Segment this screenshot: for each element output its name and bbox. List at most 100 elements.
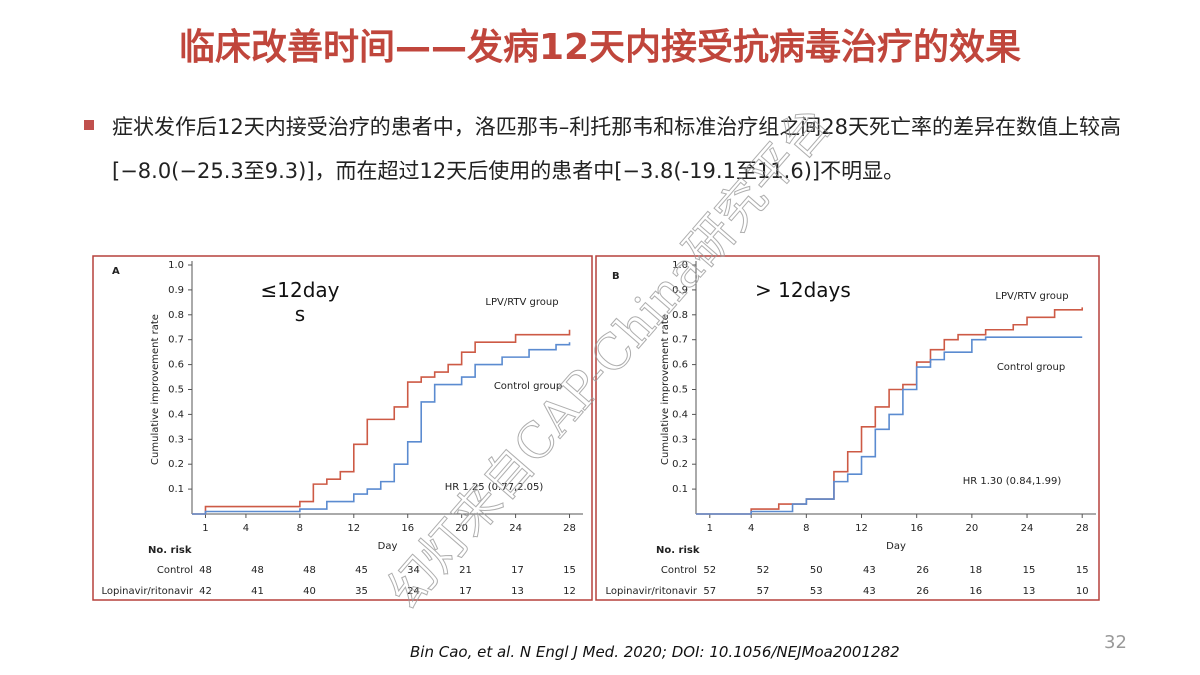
series-label: Control group: [997, 362, 1065, 373]
y-tick-label: 0.2: [672, 459, 688, 470]
x-tick-label: 24: [509, 523, 522, 534]
y-tick-label: 0.1: [168, 484, 184, 495]
risk-row-label: Lopinavir/ritonavir: [102, 586, 194, 597]
y-tick-label: 0.4: [672, 409, 688, 420]
risk-row-label: Control: [661, 565, 697, 576]
x-tick-label: 4: [243, 523, 249, 534]
x-tick-label: 1: [707, 523, 713, 534]
y-tick-label: 1.0: [672, 260, 688, 271]
annotation: > 12days: [755, 278, 851, 302]
risk-value: 41: [251, 586, 264, 597]
x-tick-label: 16: [401, 523, 414, 534]
y-tick-label: 0.7: [168, 335, 184, 346]
panel-label: B: [612, 271, 620, 282]
risk-value: 18: [969, 565, 982, 576]
y-tick-label: 0.3: [168, 434, 184, 445]
bullet-icon: [84, 120, 94, 130]
x-tick-label: 8: [297, 523, 303, 534]
step-line: [696, 336, 1083, 515]
step-line: [192, 329, 571, 515]
x-tick-label: 16: [910, 523, 923, 534]
x-tick-label: 20: [965, 523, 978, 534]
y-axis-label: Cumulative improvement rate: [150, 314, 161, 465]
risk-value: 50: [810, 565, 823, 576]
risk-value: 15: [1076, 565, 1089, 576]
y-tick-label: 0.8: [168, 310, 184, 321]
risk-value: 40: [303, 586, 316, 597]
risk-title: No. risk: [148, 545, 192, 556]
risk-value: 26: [916, 565, 929, 576]
risk-value: 15: [1023, 565, 1036, 576]
risk-value: 42: [199, 586, 212, 597]
x-tick-label: 1: [202, 523, 208, 534]
y-axis-label: Cumulative improvement rate: [660, 314, 671, 465]
annotation: ≤12days: [260, 278, 340, 326]
x-axis-label: Day: [886, 541, 906, 552]
risk-value: 48: [199, 565, 212, 576]
risk-value: 43: [863, 586, 876, 597]
risk-value: 12: [563, 586, 576, 597]
x-axis-label: Day: [378, 541, 398, 552]
risk-value: 48: [251, 565, 264, 576]
series-label: LPV/RTV group: [995, 291, 1068, 302]
risk-row-label: Lopinavir/ritonavir: [606, 586, 698, 597]
risk-value: 21: [459, 565, 472, 576]
x-tick-label: 28: [1076, 523, 1089, 534]
risk-title: No. risk: [656, 545, 700, 556]
bullet-text: 症状发作后12天内接受治疗的患者中，洛匹那韦–利托那韦和标准治疗组之间28天死亡…: [112, 115, 1121, 183]
series-label: Control group: [494, 381, 562, 392]
risk-value: 52: [757, 565, 770, 576]
y-tick-label: 0.4: [168, 409, 184, 420]
risk-value: 57: [757, 586, 770, 597]
y-tick-label: 0.3: [672, 434, 688, 445]
hr-annotation: HR 1.30 (0.84,1.99): [963, 476, 1062, 487]
y-tick-label: 0.9: [672, 285, 688, 296]
citation: Bin Cao, et al. N Engl J Med. 2020; DOI:…: [410, 643, 900, 661]
risk-value: 48: [303, 565, 316, 576]
hr-annotation: HR 1.25 (0.77,2.05): [445, 482, 544, 493]
panel-label: A: [112, 266, 120, 277]
x-tick-label: 20: [455, 523, 468, 534]
risk-row-label: Control: [157, 565, 193, 576]
y-tick-label: 0.6: [672, 360, 688, 371]
y-tick-label: 0.9: [168, 285, 184, 296]
y-tick-label: 0.7: [672, 335, 688, 346]
x-tick-label: 12: [855, 523, 868, 534]
panel-frame: [92, 255, 593, 601]
risk-value: 43: [863, 565, 876, 576]
y-tick-label: 0.6: [168, 360, 184, 371]
x-tick-label: 4: [748, 523, 754, 534]
y-tick-label: 0.2: [168, 459, 184, 470]
y-tick-label: 0.5: [168, 385, 184, 396]
step-line: [192, 342, 571, 515]
risk-value: 35: [355, 586, 368, 597]
risk-value: 15: [563, 565, 576, 576]
risk-value: 13: [1023, 586, 1036, 597]
x-tick-label: 12: [347, 523, 360, 534]
risk-value: 24: [407, 586, 420, 597]
series-label: LPV/RTV group: [485, 297, 558, 308]
risk-value: 52: [703, 565, 716, 576]
risk-value: 17: [459, 586, 472, 597]
risk-value: 45: [355, 565, 368, 576]
slide-title: 临床改善时间——发病12天内接受抗病毒治疗的效果: [178, 27, 1022, 68]
risk-value: 57: [703, 586, 716, 597]
risk-value: 34: [407, 565, 420, 576]
page-number: 32: [1104, 632, 1127, 653]
x-tick-label: 28: [563, 523, 576, 534]
y-tick-label: 1.0: [168, 260, 184, 271]
x-tick-label: 24: [1021, 523, 1034, 534]
panel-frame: [595, 255, 1100, 601]
risk-value: 53: [810, 586, 823, 597]
y-tick-label: 0.8: [672, 310, 688, 321]
risk-value: 17: [511, 565, 524, 576]
risk-value: 13: [511, 586, 524, 597]
risk-value: 16: [969, 586, 982, 597]
risk-value: 10: [1076, 586, 1089, 597]
x-tick-label: 8: [803, 523, 809, 534]
y-tick-label: 0.1: [672, 484, 688, 495]
risk-value: 26: [916, 586, 929, 597]
y-tick-label: 0.5: [672, 385, 688, 396]
